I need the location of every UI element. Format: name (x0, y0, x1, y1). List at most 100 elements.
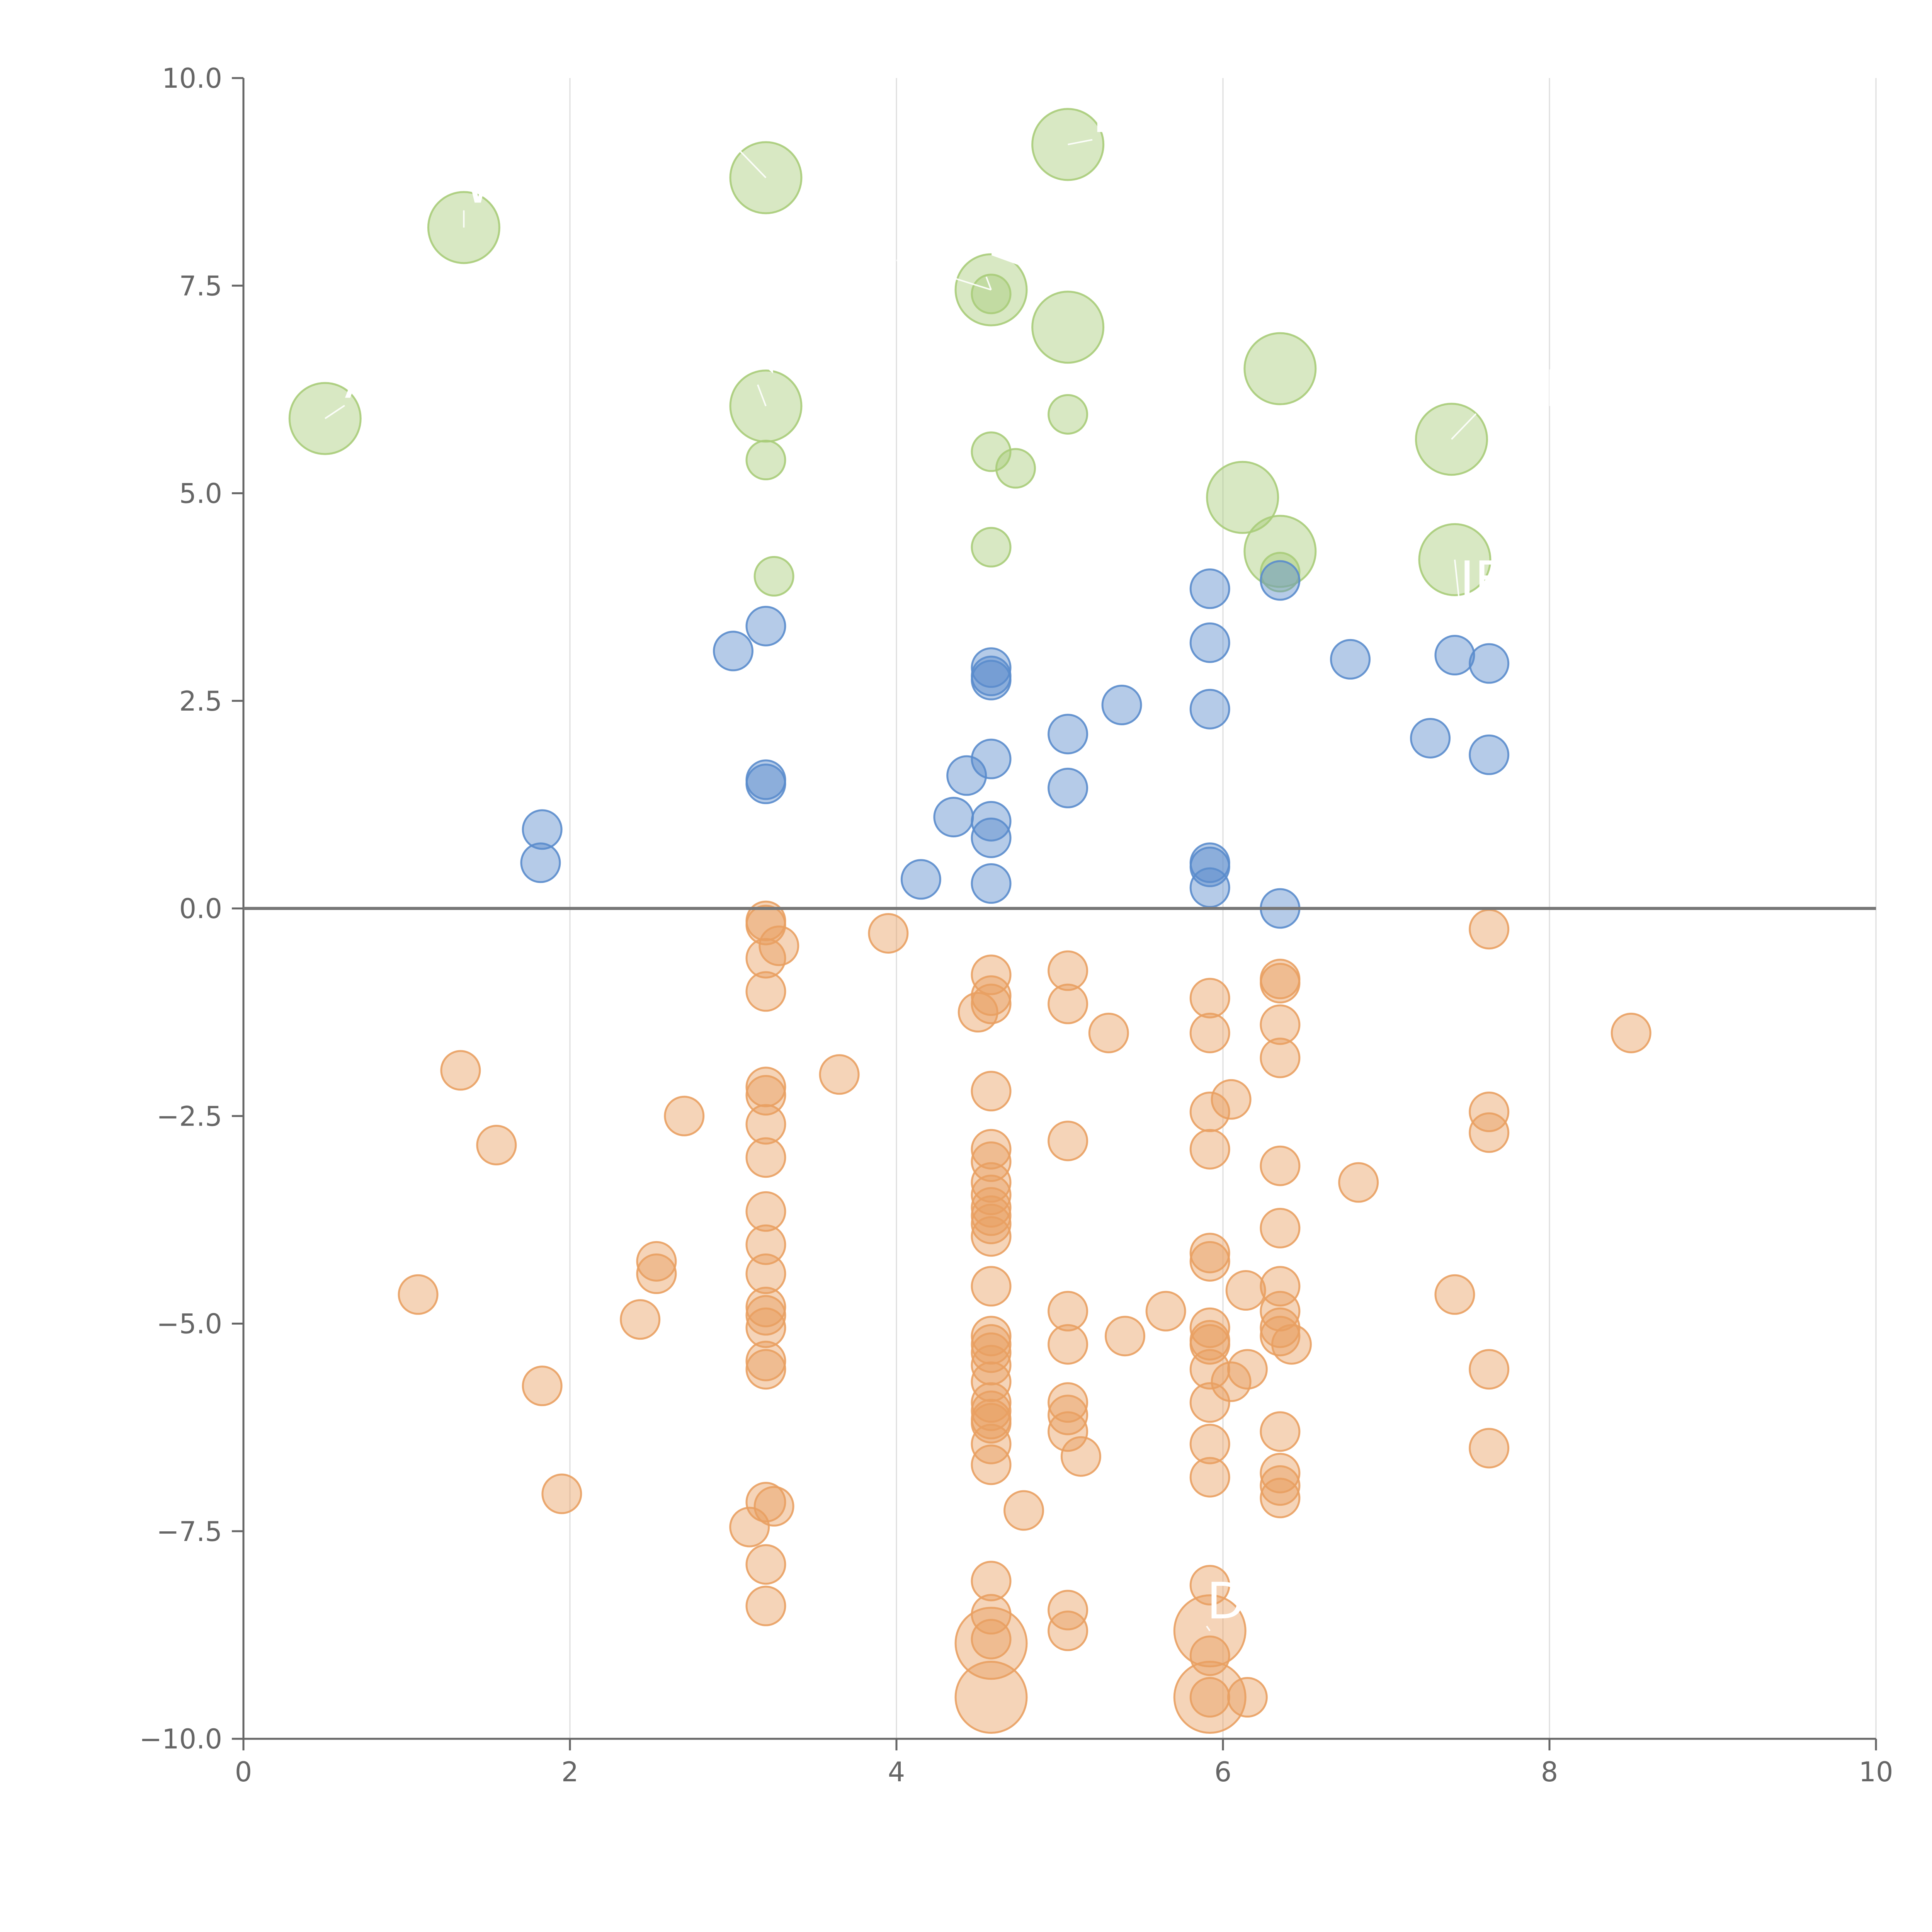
y-tick-label: 10.0 (162, 63, 222, 94)
bubble-negative (729, 1507, 770, 1548)
bubble-negative (1048, 983, 1088, 1024)
bubble-negative (971, 1162, 1012, 1203)
bubble-label: ‹ (758, 330, 778, 389)
bubble-negative (1189, 1129, 1230, 1170)
bubble-negative (971, 1403, 1012, 1444)
bubble-low (745, 764, 786, 804)
bubble-low (1469, 643, 1510, 684)
bubble-negative (971, 1345, 1012, 1386)
bubble-negative (636, 1241, 677, 1282)
bubble-low (933, 797, 974, 838)
bubble-labels: P O WI E < ‹ A HTE IE DA (325, 85, 1576, 1631)
bubble-negative (971, 1129, 1012, 1170)
bubble-negative (759, 925, 799, 966)
label-leader-line (985, 276, 992, 290)
bubble-low (745, 605, 786, 646)
bubble-low (971, 660, 1012, 701)
bubble-low (1048, 767, 1088, 808)
bubbles (288, 108, 1651, 1734)
bubble-low (1330, 639, 1371, 680)
bubble-negative (1048, 1121, 1088, 1162)
bubble-negative (971, 1071, 1012, 1112)
bubble-negative (1260, 1145, 1301, 1186)
bubble-negative (1469, 1349, 1510, 1390)
x-tick-label: 6 (1214, 1756, 1232, 1788)
bubble-negative (971, 1382, 1012, 1423)
bubble-negative (745, 1295, 786, 1336)
bubble-high (745, 440, 786, 481)
bubble-negative (745, 1137, 786, 1178)
bubble-low (1101, 684, 1142, 725)
bubble-high (1260, 552, 1301, 593)
x-tick-label: 2 (561, 1756, 579, 1788)
bubble-negative (1189, 1423, 1230, 1464)
x-tick-label: 8 (1541, 1756, 1558, 1788)
bubble-negative (1048, 1590, 1088, 1631)
bubble-negative (745, 1544, 786, 1585)
bubble-negative (1260, 1291, 1301, 1332)
bubble-negative (971, 1332, 1012, 1373)
bubble-negative (971, 983, 1012, 1024)
bubble-negative (971, 1316, 1012, 1357)
bubble-negative (971, 954, 1012, 995)
y-axis-ticks: 10.0 7.5 5.0 2.5 0.0 −2.5 −5.0 −7.5 −10.0 (139, 63, 243, 1755)
bubble-negative (664, 1095, 705, 1136)
bubble-negative (1211, 1079, 1252, 1120)
bubble-negative (745, 1585, 786, 1626)
bubble-negative (745, 1340, 786, 1381)
bubble-negative (971, 1619, 1012, 1660)
bubble-negative (1189, 1349, 1230, 1390)
bubble-negative-large (954, 1661, 1028, 1734)
label-leader-line (1068, 139, 1093, 145)
bubble-negative (522, 1366, 563, 1406)
bubble-negative (745, 938, 786, 979)
bubble-label: O (733, 89, 773, 148)
bubble-high (971, 274, 1012, 315)
bubble-negative (1189, 1233, 1230, 1274)
bubble-high-large (1243, 332, 1317, 405)
bubble-negative (971, 1266, 1012, 1307)
bubble-label: < (986, 222, 1028, 281)
bubble-negative (1469, 1112, 1510, 1153)
bubble-high (1048, 394, 1088, 435)
bubble-negative (1260, 1478, 1301, 1519)
bubble-low (713, 631, 753, 672)
bubble-negative (1088, 1012, 1129, 1053)
bubble-negative (1260, 1316, 1301, 1357)
bubble-negative (745, 1191, 786, 1232)
bubble-negative (971, 1390, 1012, 1431)
bubble-negative (1189, 978, 1230, 1019)
bubble-negative (745, 971, 786, 1012)
bubble-negative (1260, 963, 1301, 1003)
bubble-low (900, 859, 941, 900)
bubble-negative (971, 975, 1012, 1016)
bubble-label: E (896, 206, 928, 264)
bubble-high (995, 448, 1036, 489)
bubble-negative-large (1173, 1661, 1247, 1734)
bubble-negative (1469, 909, 1510, 950)
y-tick-label: 2.5 (179, 685, 222, 717)
bubble-negative (620, 1299, 661, 1340)
bubble-negative (1260, 1037, 1301, 1078)
bubble-negative (1189, 1092, 1230, 1133)
bubble-negative (1260, 1465, 1301, 1506)
bubble-negative (1189, 1457, 1230, 1498)
bubble-negative (971, 1216, 1012, 1257)
bubble-negative (1189, 1307, 1230, 1348)
x-tick-label: 0 (235, 1756, 252, 1788)
bubble-negative (1048, 1611, 1088, 1651)
bubble-negative (957, 992, 998, 1033)
bubble-negative (745, 1075, 786, 1116)
bubble-negative (971, 1204, 1012, 1245)
bubble-negative (541, 1473, 582, 1514)
bubble-high (753, 556, 794, 597)
bubble-negative (1145, 1291, 1186, 1332)
bubble-negative (745, 1287, 786, 1328)
label-leader-line (325, 405, 345, 419)
bubble-negative (1338, 1162, 1379, 1203)
bubble-negative (745, 1066, 786, 1107)
bubble-negative (1227, 1349, 1268, 1390)
bubble-low (971, 647, 1012, 688)
bubble-negative (1260, 1452, 1301, 1493)
